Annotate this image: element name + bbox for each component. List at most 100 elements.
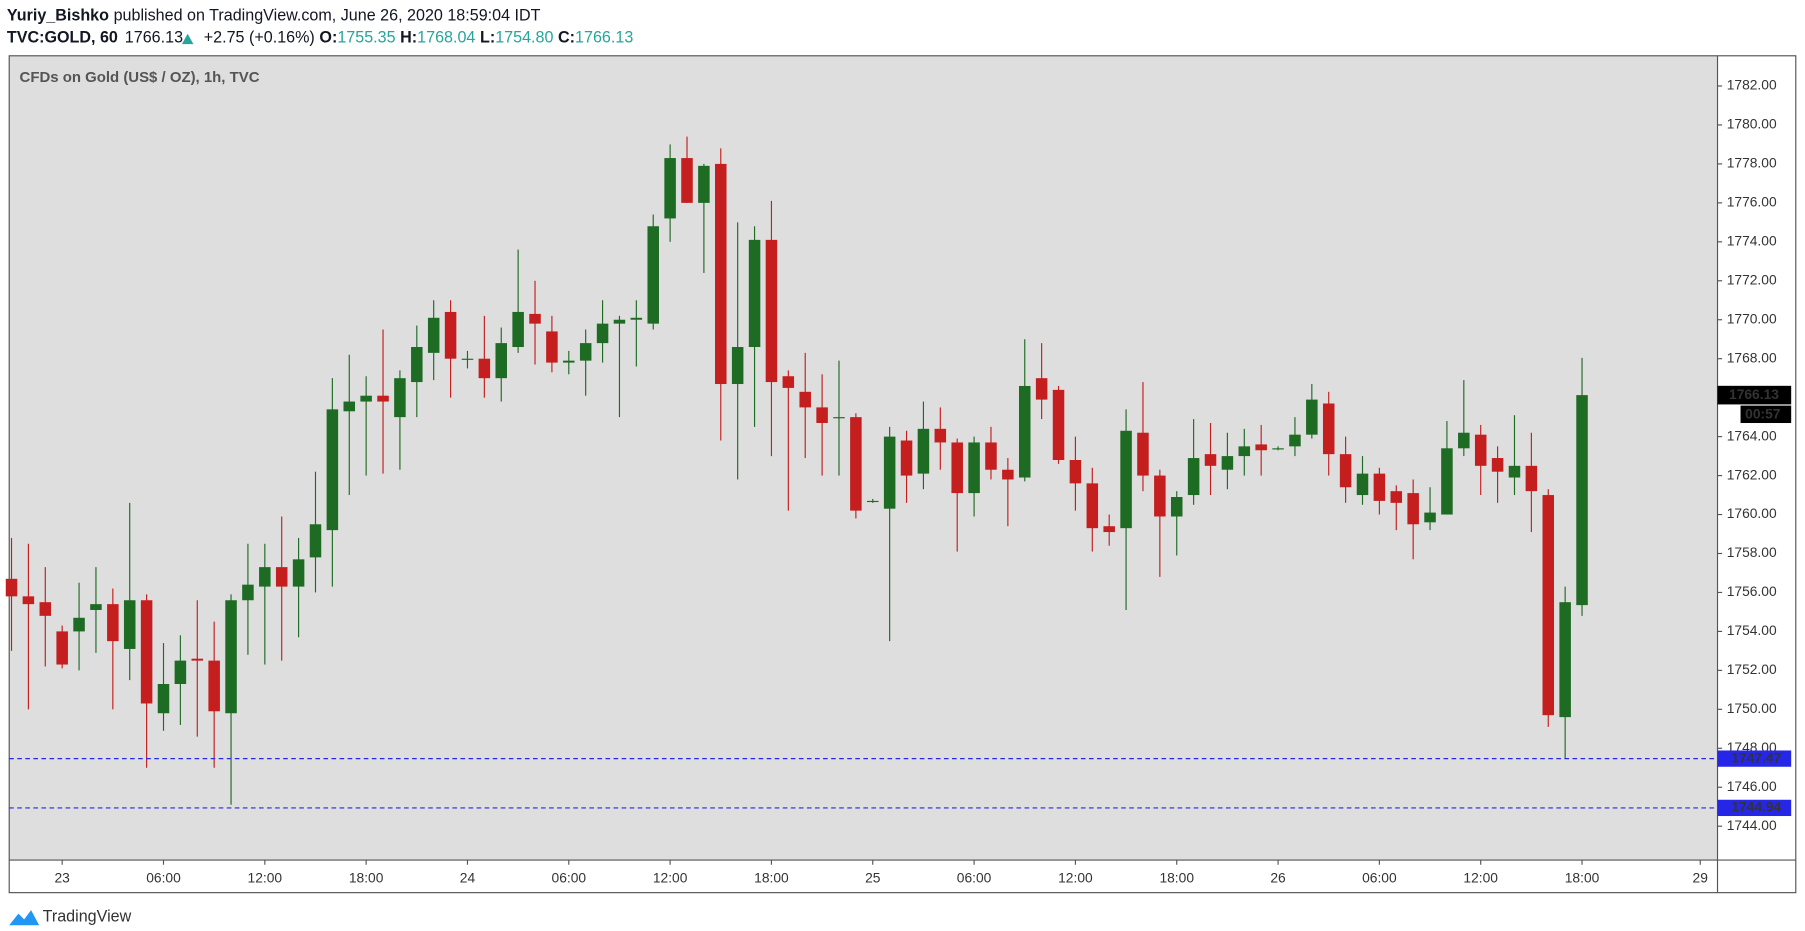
y-tick-label: 1778.00 [1727, 155, 1777, 171]
candle-body [225, 600, 237, 714]
candle-body [613, 319, 626, 324]
candle-body [1238, 446, 1251, 457]
candle-body [529, 313, 541, 324]
ohlc-label: L: [480, 29, 495, 47]
candle-body [1542, 495, 1555, 716]
candle-body [1018, 385, 1031, 478]
candle-body [647, 226, 659, 324]
candle-body [1474, 434, 1487, 466]
candle-body [275, 567, 288, 587]
candle-body [512, 311, 524, 348]
ohlc-label: O: [319, 29, 337, 47]
candle-body [951, 442, 963, 494]
price-label: 1744.94 [1731, 799, 1781, 815]
y-tick-label: 1780.00 [1727, 116, 1777, 132]
candle-body [1272, 448, 1284, 450]
logo-icon [9, 910, 40, 926]
x-tick-label: 18:00 [754, 869, 789, 885]
candle-body [292, 559, 305, 587]
candle-body [1035, 378, 1048, 400]
candle-body [360, 395, 372, 402]
candle-body [1356, 473, 1369, 496]
price-label-box [1717, 799, 1792, 817]
candle-body [1137, 432, 1149, 476]
candle-body [174, 660, 187, 685]
candle-body [1002, 469, 1014, 480]
candle-body [22, 596, 35, 605]
candle-body [867, 500, 879, 503]
plot-area [9, 55, 1718, 861]
candle-body [917, 428, 930, 474]
y-tick-label: 1758.00 [1727, 544, 1777, 560]
y-tick-label: 1744.00 [1727, 817, 1777, 833]
candle-body [1069, 459, 1082, 484]
last-price-label: 1766.13 [1729, 386, 1779, 402]
price-label-box [1717, 750, 1792, 767]
header-line: Yuriy_Bishko published on TradingView.com… [7, 7, 541, 25]
candle-body [1120, 430, 1132, 529]
x-tick-label: 29 [1693, 869, 1709, 885]
candle-body [1339, 454, 1352, 488]
candle-body [1052, 389, 1065, 460]
quote-line: TVC:GOLD, 60 1766.13 +2.75 (+0.16%) O:1755.… [7, 29, 633, 47]
x-tick-label: 18:00 [1565, 869, 1600, 885]
y-tick-label: 1746.00 [1727, 778, 1777, 794]
candle-body [191, 658, 204, 661]
candle-body [596, 323, 609, 344]
candle-body [1491, 458, 1504, 472]
candle-body [1306, 399, 1318, 435]
y-tick-label: 1750.00 [1727, 700, 1777, 716]
candle-body [1576, 395, 1588, 606]
candle-body [73, 617, 85, 632]
x-tick-label: 06:00 [146, 869, 181, 885]
candle-body [816, 407, 828, 423]
candle-body [1170, 497, 1183, 517]
candle-body [850, 417, 862, 511]
chart-title: CFDs on Gold (US$ / OZ), 1h, TVC [20, 69, 260, 86]
candle-body [1508, 465, 1521, 478]
countdown-box [1740, 405, 1792, 424]
candle-body [242, 584, 254, 601]
x-tick-label: 26 [1270, 869, 1286, 885]
candle-body [157, 684, 170, 714]
y-tick-label: 1768.00 [1727, 349, 1777, 365]
x-tick-label: 06:00 [957, 869, 992, 885]
candle-body [985, 442, 997, 470]
y-tick-label: 1774.00 [1727, 232, 1777, 248]
candle-body [478, 358, 491, 379]
candle-body [715, 163, 727, 385]
candle-body [748, 239, 761, 348]
candle-body [731, 347, 744, 385]
candle-body [495, 343, 508, 379]
candle-body [765, 239, 778, 383]
ohlc-value: 1768.04 [417, 29, 475, 47]
candle-body [1373, 473, 1386, 501]
y-tick-label: 1764.00 [1727, 427, 1777, 443]
y-tick-label: 1752.00 [1727, 661, 1777, 677]
candle-body [1204, 454, 1217, 466]
candle-body [123, 600, 136, 649]
chart-frame [8, 55, 1797, 894]
countdown: 00:57 [1745, 406, 1781, 422]
x-tick-label: 06:00 [552, 869, 587, 885]
x-tick-label: 18:00 [349, 869, 384, 885]
candle-body [883, 436, 896, 509]
y-tick-label: 1782.00 [1727, 77, 1777, 93]
brand: TradingView [43, 907, 132, 925]
last-price-box [1717, 385, 1792, 405]
x-tick-label: 12:00 [1463, 869, 1498, 885]
symbol: TVC:GOLD, 60 [7, 29, 118, 47]
last-price: 1766.13 [125, 29, 183, 47]
candle-body [1154, 475, 1166, 517]
y-tick-label: 1756.00 [1727, 583, 1777, 599]
candle-body [1525, 465, 1538, 492]
candle-body [900, 440, 913, 476]
y-tick-label: 1776.00 [1727, 193, 1777, 209]
candle-body [1424, 512, 1436, 523]
candle-body [394, 378, 406, 418]
candle-body [1103, 526, 1115, 533]
candle-body [630, 317, 643, 320]
x-tick-label: 12:00 [1058, 869, 1093, 885]
candle-body [1458, 432, 1470, 449]
